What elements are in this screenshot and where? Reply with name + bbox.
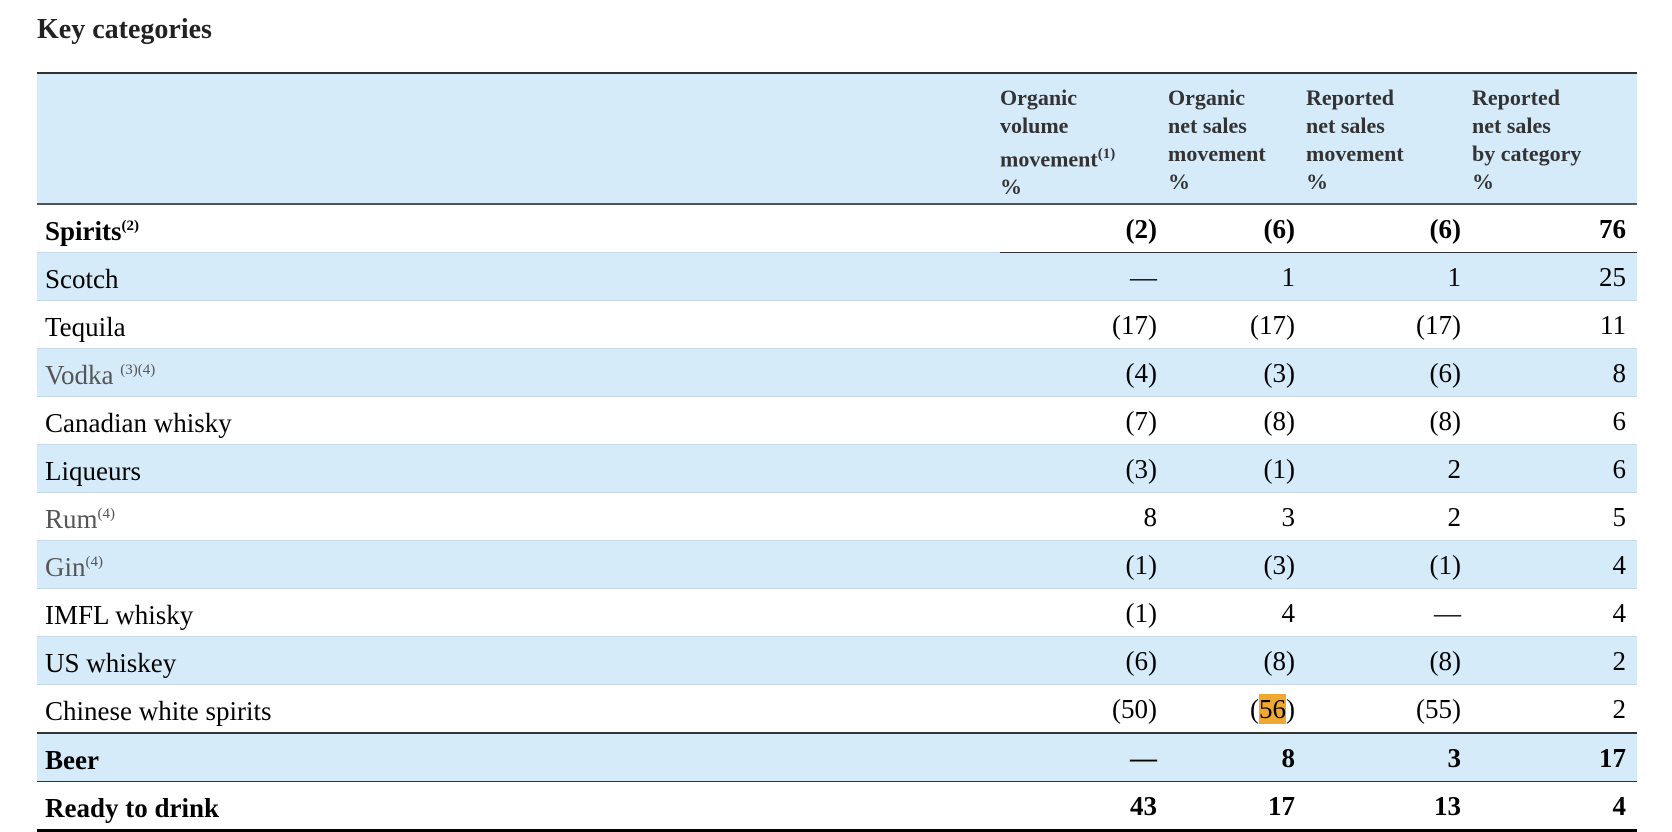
row-value: 1 [1281, 261, 1296, 292]
row-value: (1) [1429, 549, 1461, 580]
row-value: (17) [1250, 309, 1295, 340]
row-label: Rum(4) [45, 504, 116, 535]
row-value: (3) [1125, 453, 1157, 484]
row-value: (3) [1263, 357, 1295, 388]
table-header-row: Organic volume movement(1)% Organic net sal… [37, 73, 1637, 205]
table-row: Liqueurs (3) (1) 2 6 [37, 444, 1637, 493]
row-value: 8 [1143, 501, 1158, 532]
row-value: 76 [1472, 204, 1637, 254]
row-label: Scotch [45, 264, 119, 295]
table-row: Spirits(2) (2) (6) (6) 76 [37, 204, 1637, 254]
row-value: 3 [1281, 501, 1296, 532]
row-value: 43 [1130, 790, 1157, 821]
row-label: Spirits(2) [45, 216, 140, 247]
table-row: Rum(4) 8 3 2 5 [37, 492, 1637, 541]
row-value: (6) [1429, 357, 1461, 388]
table-row: Ready to drink 43 17 13 4 [37, 781, 1637, 831]
row-value: 5 [1612, 501, 1627, 532]
row-value: (17) [1416, 309, 1461, 340]
header-organic-volume: Organic volume movement(1)% [1000, 85, 1116, 200]
row-value: (8) [1429, 405, 1461, 436]
row-label: Chinese white spirits [45, 696, 272, 727]
row-value: (6) [1168, 204, 1306, 254]
table-row: Gin(4) (1) (3) (1) 4 [37, 540, 1637, 589]
row-value: 2 [1612, 693, 1627, 724]
row-value: (6) [1125, 645, 1157, 676]
row-value: (8) [1263, 405, 1295, 436]
row-label: Gin(4) [45, 552, 103, 583]
table-row: Beer — 8 3 17 [37, 733, 1637, 782]
header-reported-net-sales: Reported net sales movement% [1306, 85, 1404, 194]
table-row: IMFL whisky (1) 4 — 4 [37, 588, 1637, 637]
table-row: US whiskey (6) (8) (8) 2 [37, 636, 1637, 685]
row-value: 13 [1434, 790, 1461, 821]
row-value: (50) [1112, 693, 1157, 724]
row-value: (56) [1250, 693, 1295, 724]
highlighted-value: 56 [1259, 693, 1286, 724]
row-value: 8 [1612, 357, 1627, 388]
row-value: 3 [1447, 742, 1462, 773]
row-value: 6 [1612, 405, 1627, 436]
row-value: (8) [1429, 645, 1461, 676]
row-label: Beer [45, 745, 99, 776]
row-label: IMFL whisky [45, 600, 194, 631]
table-row: Tequila (17) (17) (17) 11 [37, 300, 1637, 349]
header-reported-by-category: Reported net sales by category% [1472, 85, 1582, 194]
row-value: (3) [1263, 549, 1295, 580]
table-row: Chinese white spirits (50) (56) (55) 2 [37, 684, 1637, 734]
row-value: (8) [1263, 645, 1295, 676]
key-categories-table: Organic volume movement(1)% Organic net sal… [37, 72, 1637, 832]
row-value: 25 [1599, 261, 1626, 292]
table-row: Vodka (3)(4) (4) (3) (6) 8 [37, 348, 1637, 397]
row-value: 1 [1447, 261, 1462, 292]
row-value: (55) [1416, 693, 1461, 724]
header-blank [37, 73, 1000, 204]
row-value: (1) [1125, 549, 1157, 580]
row-value: (4) [1125, 357, 1157, 388]
table-row: Canadian whisky (7) (8) (8) 6 [37, 396, 1637, 445]
row-value: 4 [1612, 549, 1627, 580]
row-value: (2) [1000, 204, 1168, 254]
row-value: 2 [1447, 453, 1462, 484]
row-value: 8 [1281, 742, 1296, 773]
row-label: Canadian whisky [45, 408, 232, 439]
row-value: 17 [1599, 742, 1626, 773]
row-label: Ready to drink [45, 793, 220, 824]
row-value: 4 [1612, 597, 1627, 628]
row-value: 4 [1612, 790, 1627, 821]
row-value: (17) [1112, 309, 1157, 340]
table-row: Scotch — 1 1 25 [37, 252, 1637, 301]
row-value: 11 [1600, 309, 1626, 340]
row-label: Vodka (3)(4) [45, 360, 156, 391]
row-value: (1) [1263, 453, 1295, 484]
row-value: — [1130, 261, 1157, 292]
row-label: Liqueurs [45, 456, 141, 487]
row-label: Tequila [45, 312, 126, 343]
row-value: 6 [1612, 453, 1627, 484]
header-organic-net-sales: Organic net sales movement% [1168, 85, 1266, 194]
row-value: (1) [1125, 597, 1157, 628]
row-value: 2 [1447, 501, 1462, 532]
row-value: 4 [1281, 597, 1296, 628]
section-title: Key categories [37, 14, 212, 45]
row-value: 17 [1268, 790, 1295, 821]
row-value: — [1130, 742, 1157, 773]
row-label: US whiskey [45, 648, 177, 679]
row-value: — [1434, 597, 1461, 628]
row-value: (7) [1125, 405, 1157, 436]
row-value: (6) [1306, 204, 1472, 254]
row-value: 2 [1612, 645, 1627, 676]
